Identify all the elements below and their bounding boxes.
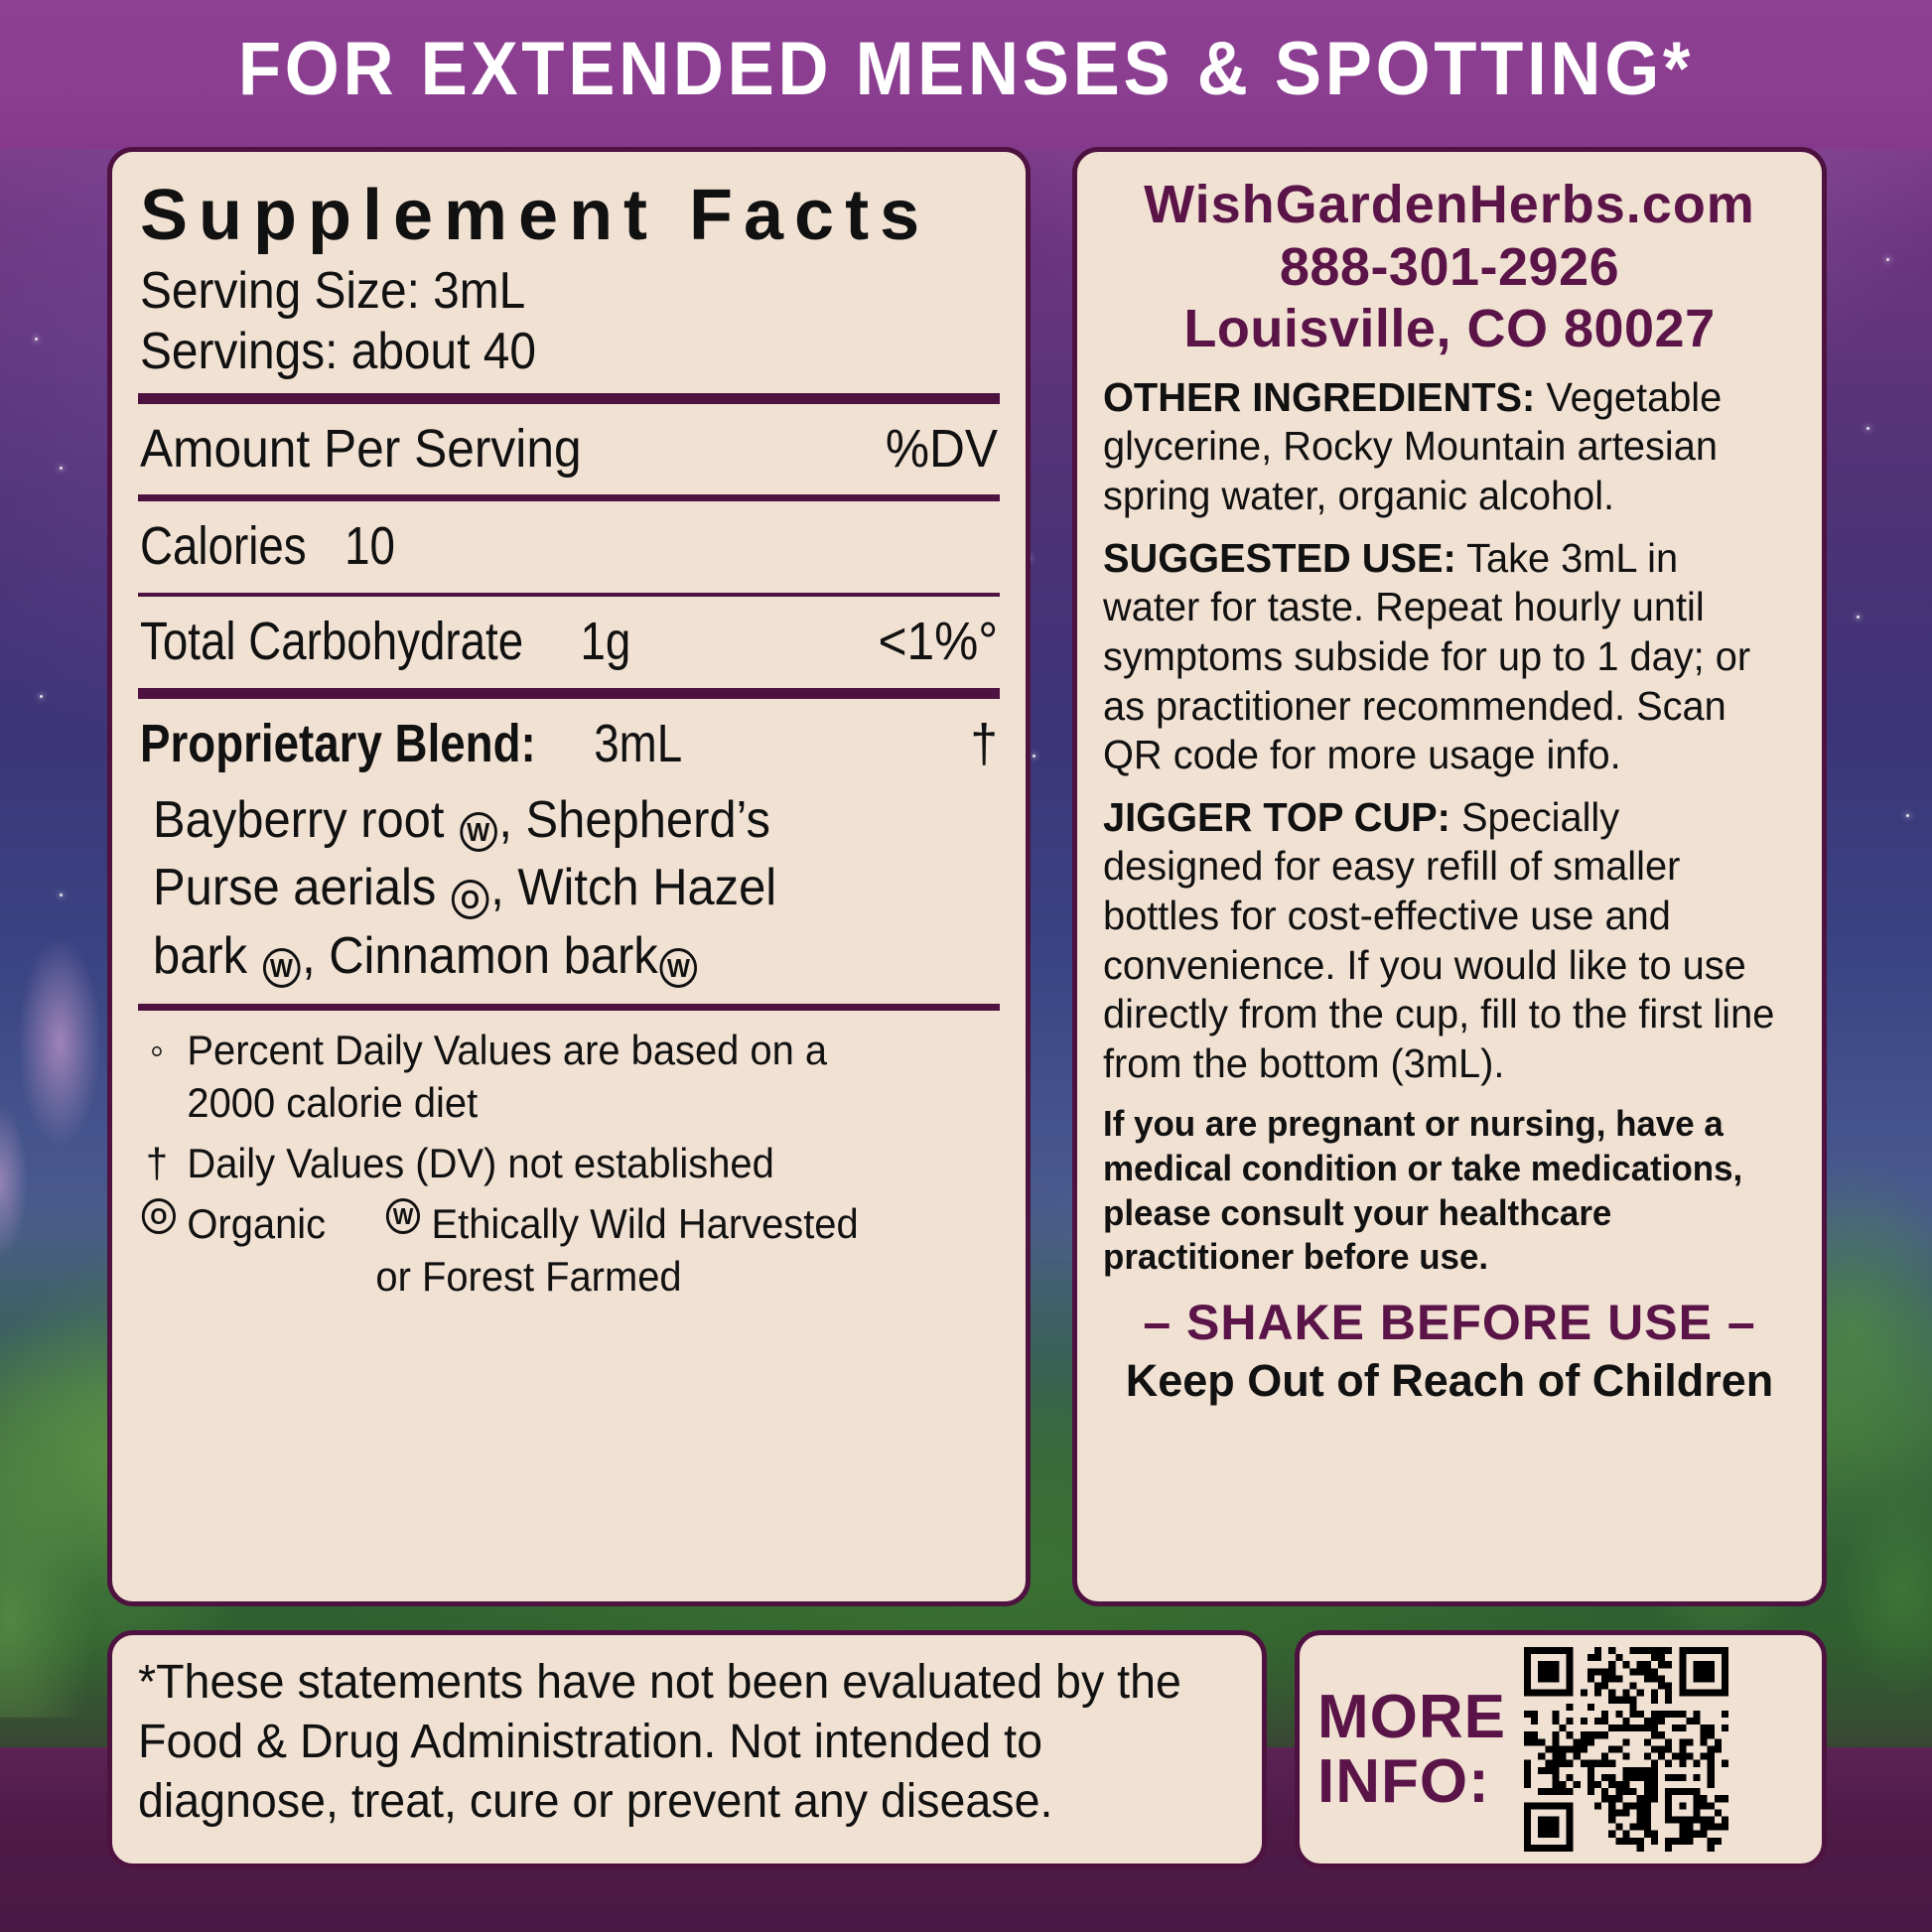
organic-legend-icon: O xyxy=(141,1198,176,1235)
pregnancy-warning-text: If you are pregnant or nursing, have a m… xyxy=(1103,1103,1743,1278)
wild-harvested-legend-icon: W xyxy=(385,1198,421,1235)
supplement-facts-panel: Supplement Facts Serving Size: 3mL Servi… xyxy=(107,147,1031,1606)
ingredient-witch-hazel-bark: bark xyxy=(153,926,248,985)
footnote-percent-daily-values: ◦ Percent Daily Values are based on a 20… xyxy=(140,1025,955,1130)
total-carbohydrate-amount: 1g xyxy=(580,612,631,672)
more-info-qr-panel[interactable]: MORE INFO: xyxy=(1295,1630,1827,1868)
more-info-label-line1: MORE xyxy=(1317,1682,1506,1751)
proprietary-blend-amount: 3mL xyxy=(594,713,683,773)
suggested-use-text: Take 3mL in water for taste. Repeat hour… xyxy=(1103,534,1751,778)
footnote-daily-values-not-established: † Daily Values (DV) not established xyxy=(140,1138,955,1190)
proprietary-blend-dv: † xyxy=(970,713,998,773)
blend-line-3: bark W, Cinnamon bark W xyxy=(153,922,946,991)
phone-number[interactable]: 888-301-2926 xyxy=(1279,236,1620,297)
blend-line-1: Bayberry root W, Shepherd’s xyxy=(153,786,946,855)
wild-harvested-icon: W xyxy=(459,811,497,852)
jigger-top-cup-label: JIGGER TOP CUP: xyxy=(1103,793,1450,840)
legend-organic: O Organic xyxy=(140,1198,326,1251)
blend-line-1-tail: , Shepherd’s xyxy=(498,790,770,849)
ingredient-shepherds-purse-aerials: Purse aerials xyxy=(153,859,437,917)
page-title: FOR EXTENDED MENSES & SPOTTING* xyxy=(237,27,1695,111)
amount-per-serving-label: Amount Per Serving xyxy=(140,418,582,479)
divider-under-calories xyxy=(138,593,1000,598)
wild-harvested-icon-2: W xyxy=(262,947,301,988)
degree-symbol-icon: ◦ xyxy=(149,1027,165,1074)
amount-per-serving-header-row: Amount Per Serving %DV xyxy=(138,414,1000,485)
blend-line-2-tail: , Witch Hazel xyxy=(490,859,777,917)
table-row-total-carbohydrate: Total Carbohydrate 1g <1%° xyxy=(138,607,1000,678)
legend-row: O Organic W Ethically Wild Harvested xyxy=(140,1198,955,1251)
more-info-label-line2: INFO: xyxy=(1317,1747,1490,1816)
more-info-label: MORE INFO: xyxy=(1317,1685,1506,1814)
other-ingredients-paragraph: OTHER INGREDIENTS: Vegetable glycerine, … xyxy=(1103,373,1775,521)
daily-value-header-label: %DV xyxy=(885,418,998,479)
product-info-panel: WishGardenHerbs.com 888-301-2926 Louisvi… xyxy=(1072,147,1827,1606)
footnote-dagger-text: Daily Values (DV) not established xyxy=(187,1140,774,1187)
website-url[interactable]: WishGardenHerbs.com xyxy=(1144,175,1755,234)
divider-thick-top xyxy=(138,392,1000,404)
header-banner xyxy=(0,0,1932,149)
legend-organic-label: Organic xyxy=(187,1200,327,1248)
proprietary-blend-label: Proprietary Blend: xyxy=(140,713,536,773)
divider-above-footnotes xyxy=(138,1004,1000,1012)
calories-amount: 10 xyxy=(345,516,396,577)
total-carbohydrate-label: Total Carbohydrate xyxy=(140,612,524,672)
shake-before-use-text: – SHAKE BEFORE USE – xyxy=(1143,1294,1756,1350)
legend-wild-label-line2: or Forest Farmed xyxy=(375,1253,682,1301)
serving-size-text: Serving Size: 3mL xyxy=(140,262,526,320)
fda-disclaimer-text: *These statements have not been evaluate… xyxy=(138,1656,1181,1828)
contact-block: WishGardenHerbs.com 888-301-2926 Louisvi… xyxy=(1103,174,1796,360)
calories-label: Calories xyxy=(140,516,307,577)
legend-wild-harvested: W Ethically Wild Harvested xyxy=(384,1198,859,1251)
organic-icon: O xyxy=(451,880,489,920)
company-address: Louisville, CO 80027 xyxy=(1183,299,1716,359)
qr-code-icon[interactable] xyxy=(1524,1647,1728,1852)
footnote-dv-line1: Percent Daily Values are based on a xyxy=(187,1027,828,1074)
divider-under-amount-header xyxy=(138,494,1000,502)
supplement-facts-title: Supplement Facts xyxy=(140,176,931,255)
blend-line-3-tail: , Cinnamon bark xyxy=(302,926,658,985)
wild-harvested-icon-3: W xyxy=(659,947,698,988)
dagger-symbol-icon: † xyxy=(145,1140,169,1187)
jigger-top-cup-text: Specially designed for easy refill of sm… xyxy=(1103,793,1775,1086)
table-row-proprietary-blend: Proprietary Blend: 3mL † xyxy=(138,709,1000,780)
keep-out-of-reach-text: Keep Out of Reach of Children xyxy=(1125,1354,1774,1406)
suggested-use-label: SUGGESTED USE: xyxy=(1103,534,1456,581)
footnote-dv-line2: 2000 calorie diet xyxy=(187,1079,479,1127)
total-carbohydrate-dv: <1%° xyxy=(878,612,998,672)
other-ingredients-text: Vegetable glycerine, Rocky Mountain arte… xyxy=(1103,373,1723,519)
jigger-top-cup-paragraph: JIGGER TOP CUP: Specially designed for e… xyxy=(1103,793,1775,1089)
servings-per-container-text: Servings: about 40 xyxy=(140,323,536,381)
footnotes-block: ◦ Percent Daily Values are based on a 20… xyxy=(138,1021,957,1308)
blend-line-2: Purse aerials O, Witch Hazel xyxy=(153,854,946,922)
footnote-dv-text: Percent Daily Values are based on a 2000… xyxy=(187,1025,827,1130)
table-row-calories: Calories 10 xyxy=(138,511,1000,583)
suggested-use-paragraph: SUGGESTED USE: Take 3mL in water for tas… xyxy=(1103,534,1775,780)
other-ingredients-label: OTHER INGREDIENTS: xyxy=(1103,373,1536,420)
legend-wild-label: Ethically Wild Harvested xyxy=(431,1200,859,1248)
fda-disclaimer-panel: *These statements have not been evaluate… xyxy=(107,1630,1267,1868)
blend-ingredients-list: Bayberry root W, Shepherd’s Purse aerial… xyxy=(138,780,948,995)
ingredient-bayberry-root: Bayberry root xyxy=(153,790,445,849)
divider-above-blend xyxy=(138,687,1000,699)
